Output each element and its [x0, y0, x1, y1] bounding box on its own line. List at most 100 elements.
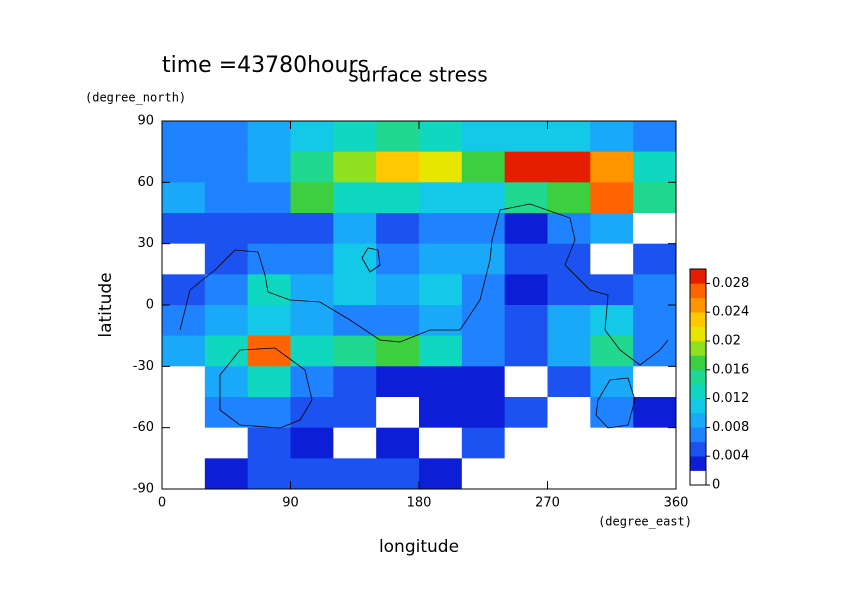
cell — [247, 366, 291, 398]
cell — [333, 121, 377, 153]
colorbar-band — [690, 269, 706, 284]
colorbar-band — [690, 384, 706, 399]
colorbar-tick-label: 0.024 — [712, 305, 749, 320]
colorbar-band — [690, 341, 706, 356]
cell — [461, 458, 506, 490]
cell — [461, 397, 506, 429]
x-tick-label: 270 — [535, 496, 560, 511]
cell — [290, 243, 334, 275]
cell — [204, 151, 249, 183]
cell — [590, 427, 634, 459]
cell — [419, 458, 463, 490]
cell — [333, 243, 377, 275]
cell — [633, 213, 677, 245]
colorbar-tick-label: 0.012 — [712, 391, 749, 406]
cell — [461, 182, 506, 214]
cell — [504, 151, 548, 183]
cell — [504, 335, 548, 367]
cell — [633, 274, 677, 306]
colorbar-band — [690, 456, 706, 471]
colorbar-band — [690, 398, 706, 414]
cell — [247, 397, 291, 429]
cell — [590, 121, 634, 153]
cell — [290, 151, 334, 183]
cell — [247, 182, 291, 214]
cell — [504, 305, 548, 337]
cell — [204, 335, 249, 367]
cell — [333, 427, 377, 459]
cell — [633, 305, 677, 337]
y-axis-title: latitude — [96, 272, 116, 337]
y-tick-label: -30 — [133, 359, 154, 374]
x-tick-label: 0 — [158, 496, 166, 511]
cell — [590, 274, 634, 306]
colorbar-tick-label: 0.028 — [712, 276, 749, 291]
cell — [376, 427, 420, 459]
cell — [547, 182, 591, 214]
cell — [162, 182, 206, 214]
cell — [547, 243, 591, 275]
cell — [162, 151, 206, 183]
cell — [290, 213, 334, 245]
colorbar-band — [690, 441, 706, 457]
cell — [162, 366, 206, 398]
cell — [461, 151, 506, 183]
coastline — [179, 203, 669, 366]
cell — [547, 121, 591, 153]
coastline — [219, 347, 313, 429]
cell — [376, 366, 420, 398]
cell — [547, 151, 591, 183]
cell — [333, 213, 377, 245]
y-tick-label: 60 — [137, 175, 154, 190]
colorbar-tick-label: 0 — [712, 478, 720, 493]
cell — [333, 397, 377, 429]
colorbar-band — [690, 369, 706, 385]
cell — [419, 305, 463, 337]
cell — [547, 213, 591, 245]
y-tick-label: 90 — [137, 114, 154, 129]
colorbar-band — [690, 312, 706, 327]
cell — [504, 182, 548, 214]
x-tick-label: 360 — [664, 496, 689, 511]
cell — [461, 274, 506, 306]
cell — [633, 151, 677, 183]
cell — [547, 366, 591, 398]
y-units: (degree_north) — [85, 91, 186, 105]
cell — [204, 243, 249, 275]
cell — [204, 305, 249, 337]
cell — [590, 213, 634, 245]
cell — [419, 335, 463, 367]
y-tick-label: -60 — [133, 420, 154, 435]
cell — [204, 274, 249, 306]
cell — [162, 335, 206, 367]
cell — [162, 243, 206, 275]
cell — [333, 182, 377, 214]
colorbar-band — [690, 326, 706, 342]
cell — [590, 397, 634, 429]
cell — [162, 213, 206, 245]
cell — [461, 305, 506, 337]
cell — [590, 305, 634, 337]
cell — [290, 427, 334, 459]
cell — [633, 182, 677, 214]
cell — [547, 274, 591, 306]
x-units: (degree_east) — [598, 515, 692, 529]
cell — [461, 366, 506, 398]
y-tick-label: 30 — [137, 236, 154, 251]
cell — [547, 335, 591, 367]
colorbar-band — [690, 427, 706, 443]
colorbar-band — [690, 355, 706, 371]
cell — [504, 243, 548, 275]
colorbar-frame — [689, 268, 707, 486]
cell — [290, 458, 334, 490]
cell — [376, 243, 420, 275]
cell — [376, 213, 420, 245]
cell — [590, 243, 634, 275]
y-tick-label: -90 — [133, 482, 154, 497]
cell — [419, 151, 463, 183]
cell — [290, 366, 334, 398]
cell — [590, 458, 634, 490]
cell — [633, 366, 677, 398]
cell — [247, 121, 291, 153]
cell — [204, 458, 249, 490]
